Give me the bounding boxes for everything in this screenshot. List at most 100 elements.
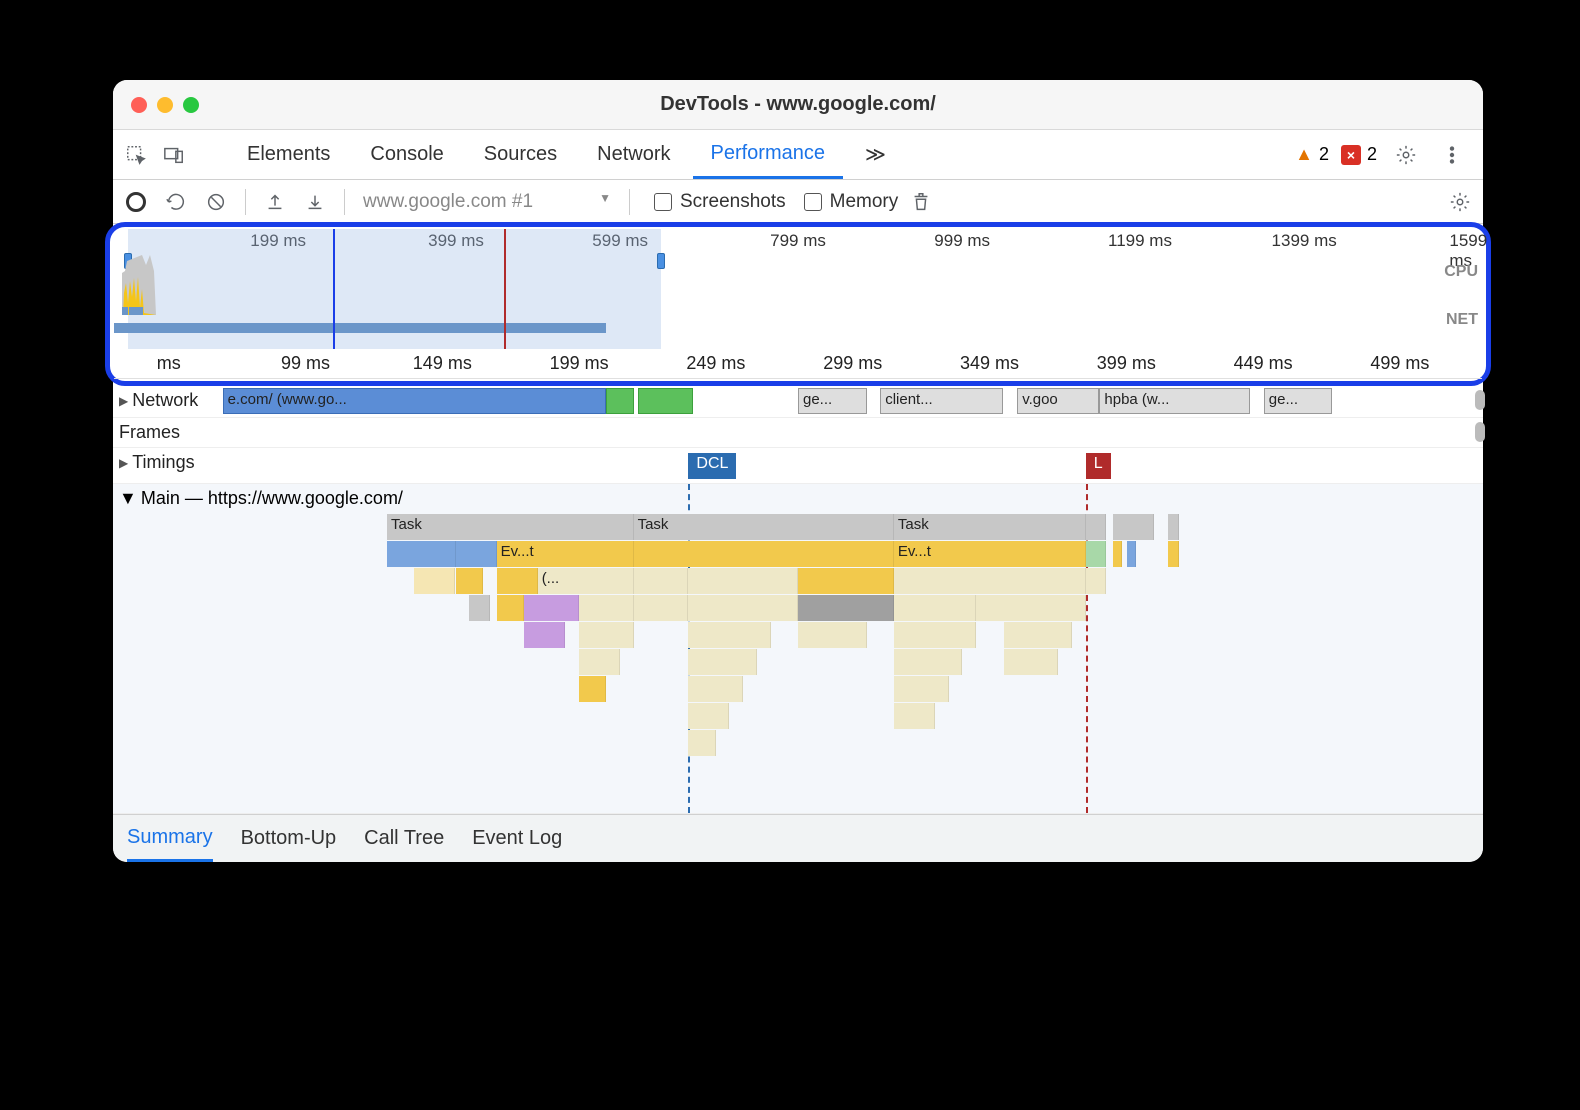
network-request[interactable]: v.goo	[1017, 388, 1099, 414]
network-request[interactable]	[606, 388, 633, 414]
flame-cell[interactable]: Task	[634, 514, 894, 540]
network-request[interactable]: hpba (w...	[1099, 388, 1250, 414]
load-marker[interactable]: L	[1086, 453, 1111, 479]
settings-icon[interactable]	[1389, 138, 1423, 172]
expand-icon[interactable]: ▶	[119, 456, 128, 470]
flame-cell[interactable]	[579, 622, 634, 648]
scroll-indicator[interactable]	[1475, 390, 1485, 410]
clear-button[interactable]	[199, 185, 233, 219]
flame-cell[interactable]	[456, 568, 483, 594]
flame-cell[interactable]	[579, 595, 634, 621]
flame-cell[interactable]	[688, 730, 715, 756]
load-profile-icon[interactable]	[258, 185, 292, 219]
scroll-indicator[interactable]	[1475, 422, 1485, 442]
flame-cell[interactable]	[524, 622, 565, 648]
flame-cell[interactable]	[414, 568, 455, 594]
close-window-icon[interactable]	[131, 97, 147, 113]
tabs-overflow[interactable]: ≫	[847, 130, 904, 179]
network-request[interactable]	[638, 388, 693, 414]
flame-cell[interactable]	[524, 595, 579, 621]
flame-cell[interactable]	[688, 622, 770, 648]
reload-button[interactable]	[159, 185, 193, 219]
network-request[interactable]: ge...	[1264, 388, 1333, 414]
flame-cell[interactable]	[976, 595, 1086, 621]
main-lane[interactable]: ▼Main — https://www.google.com/ TaskTask…	[113, 484, 1483, 814]
collect-garbage-icon[interactable]	[904, 185, 938, 219]
flame-cell[interactable]	[688, 703, 729, 729]
zoom-window-icon[interactable]	[183, 97, 199, 113]
flame-cell[interactable]	[1168, 541, 1179, 567]
flame-cell[interactable]	[894, 676, 949, 702]
screenshots-checkbox[interactable]: Screenshots	[654, 191, 786, 213]
overview-timeline[interactable]: 199 ms399 ms599 ms799 ms999 ms1199 ms139…	[114, 229, 1482, 349]
flame-cell[interactable]	[634, 568, 689, 594]
save-profile-icon[interactable]	[298, 185, 332, 219]
detail-tab-bottom-up[interactable]: Bottom-Up	[241, 815, 337, 862]
flame-cell[interactable]	[894, 622, 976, 648]
flame-cell[interactable]	[894, 703, 935, 729]
flame-cell[interactable]: Task	[894, 514, 1086, 540]
flame-cell[interactable]	[579, 676, 606, 702]
flame-cell[interactable]	[1113, 541, 1122, 567]
detail-tab-call-tree[interactable]: Call Tree	[364, 815, 444, 862]
flame-cell[interactable]	[1127, 541, 1136, 567]
flame-cell[interactable]	[579, 649, 620, 675]
memory-checkbox[interactable]: Memory	[804, 191, 899, 213]
network-request[interactable]: client...	[880, 388, 1003, 414]
tab-performance[interactable]: Performance	[693, 130, 844, 179]
flame-cell[interactable]: Ev...t	[894, 541, 1086, 567]
flame-cell[interactable]	[1168, 514, 1179, 540]
flame-cell[interactable]	[798, 595, 894, 621]
timings-lane[interactable]: ▶Timings DCL L	[113, 448, 1483, 484]
detail-tab-summary[interactable]: Summary	[127, 815, 213, 862]
flame-cell[interactable]	[1086, 568, 1107, 594]
flame-cell[interactable]	[1004, 649, 1059, 675]
flame-cell[interactable]	[1086, 514, 1107, 540]
flame-cell[interactable]	[894, 568, 1086, 594]
flame-cell[interactable]	[634, 595, 689, 621]
flame-cell[interactable]	[894, 595, 976, 621]
minimize-window-icon[interactable]	[157, 97, 173, 113]
tab-console[interactable]: Console	[352, 130, 461, 179]
flame-cell[interactable]	[894, 649, 963, 675]
flame-cell[interactable]: Task	[387, 514, 634, 540]
flame-cell[interactable]	[497, 595, 524, 621]
network-request[interactable]: ge...	[798, 388, 867, 414]
more-icon[interactable]	[1435, 138, 1469, 172]
device-toggle-icon[interactable]	[157, 138, 191, 172]
collapse-icon[interactable]: ▼	[119, 488, 137, 509]
tab-network[interactable]: Network	[579, 130, 688, 179]
expand-icon[interactable]: ▶	[119, 394, 128, 408]
dcl-marker[interactable]: DCL	[688, 453, 736, 479]
record-button[interactable]	[119, 185, 153, 219]
flame-cell[interactable]	[798, 568, 894, 594]
inspect-icon[interactable]	[119, 138, 153, 172]
flame-cell[interactable]	[798, 622, 867, 648]
detail-tab-event-log[interactable]: Event Log	[472, 815, 562, 862]
flame-cell[interactable]	[387, 541, 456, 567]
network-request[interactable]: e.com/ (www.go...	[223, 388, 607, 414]
tab-sources[interactable]: Sources	[466, 130, 575, 179]
tab-elements[interactable]: Elements	[229, 130, 348, 179]
flame-chart[interactable]: TaskTaskTaskEv...tEv...t(...	[113, 514, 1483, 813]
flame-cell[interactable]	[469, 595, 490, 621]
flame-cell[interactable]	[1004, 622, 1073, 648]
flame-cell[interactable]	[456, 541, 497, 567]
flame-cell[interactable]: Ev...t	[497, 541, 634, 567]
flame-cell[interactable]	[688, 649, 757, 675]
flame-cell[interactable]	[688, 676, 743, 702]
network-lane[interactable]: ▶Network e.com/ (www.go...ge...client...…	[113, 386, 1483, 418]
flame-cell[interactable]	[688, 568, 798, 594]
flame-cell[interactable]	[1086, 541, 1107, 567]
flame-cell[interactable]	[1113, 514, 1154, 540]
perf-settings-icon[interactable]	[1443, 185, 1477, 219]
errors-badge[interactable]: × 2	[1341, 144, 1377, 165]
selection-handle-right[interactable]	[657, 253, 665, 269]
frames-lane[interactable]: Frames	[113, 418, 1483, 448]
flame-cell[interactable]	[497, 568, 538, 594]
flame-cell[interactable]	[688, 595, 798, 621]
recording-dropdown[interactable]: www.google.com #1	[357, 189, 617, 215]
warnings-badge[interactable]: ▲ 2	[1295, 144, 1329, 165]
flame-cell[interactable]	[634, 541, 894, 567]
flame-cell[interactable]: (...	[538, 568, 634, 594]
